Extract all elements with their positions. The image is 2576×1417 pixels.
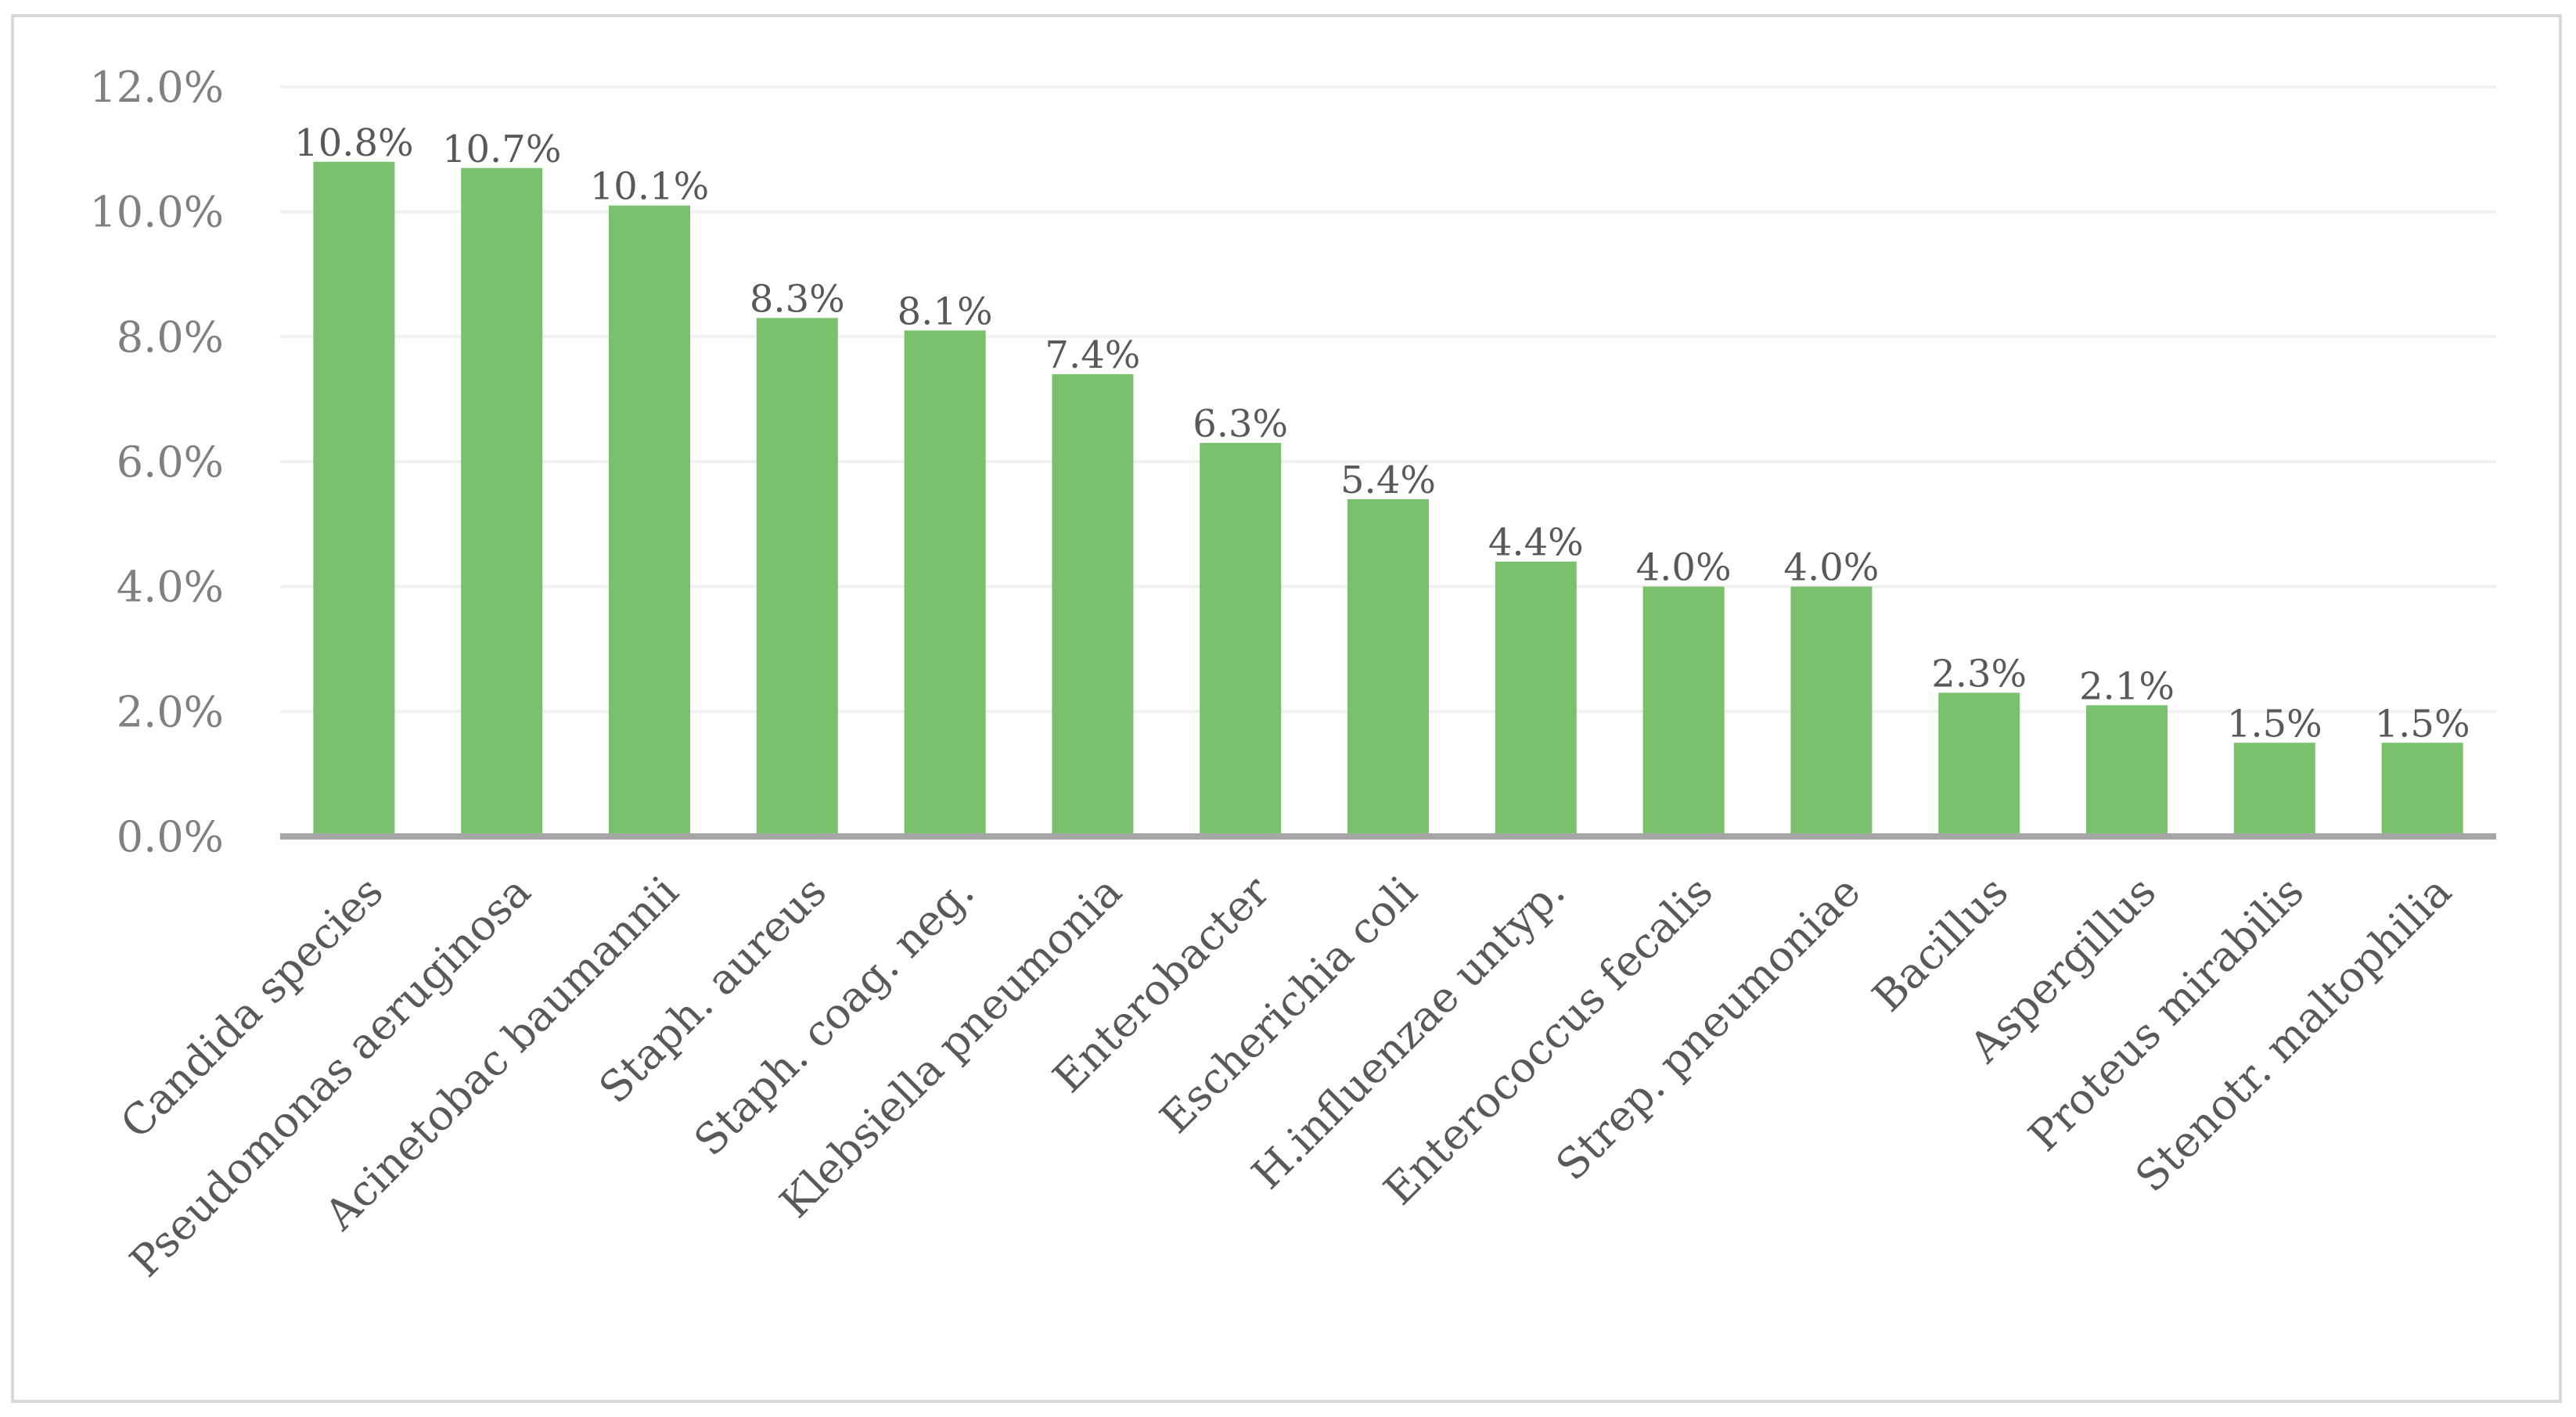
bar	[1938, 692, 2020, 836]
data-label: 10.1%	[590, 165, 709, 209]
bar	[1495, 561, 1577, 836]
bar	[756, 318, 838, 837]
bar	[1347, 498, 1429, 836]
data-label: 8.3%	[750, 277, 845, 321]
y-tick-label: 4.0%	[117, 563, 224, 612]
data-label: 4.0%	[1783, 546, 1879, 590]
data-label: 1.5%	[2227, 702, 2322, 746]
y-tick-label: 12.0%	[89, 63, 224, 112]
data-label: 5.4%	[1340, 459, 1436, 502]
data-label: 2.3%	[1931, 652, 2027, 696]
y-tick-label: 6.0%	[117, 437, 224, 487]
bar	[1790, 586, 1873, 836]
y-tick-label: 10.0%	[89, 188, 224, 237]
data-label: 1.5%	[2375, 702, 2470, 746]
category-label: Escherichia coli	[1150, 867, 1427, 1143]
bar	[2086, 705, 2168, 836]
bar	[2233, 743, 2315, 836]
y-axis-ticks: 0.0% 2.0% 4.0% 6.0% 8.0% 10.0% 12.0%	[89, 63, 224, 861]
bar	[904, 330, 986, 837]
data-label: 6.3%	[1193, 402, 1288, 446]
data-label: 10.7%	[442, 128, 561, 171]
bar	[461, 167, 543, 837]
data-label: 4.0%	[1636, 546, 1732, 590]
y-tick-label: 2.0%	[117, 687, 224, 736]
bar	[313, 161, 395, 837]
y-tick-label: 0.0%	[117, 812, 224, 861]
category-label: Candida species	[111, 867, 393, 1149]
data-label: 7.4%	[1045, 333, 1140, 377]
bar	[1052, 374, 1134, 836]
bars	[313, 161, 2463, 837]
bar	[609, 205, 690, 836]
data-label: 4.4%	[1488, 521, 1584, 565]
category-label: Bacillus	[1863, 867, 2018, 1022]
data-label: 10.8%	[294, 121, 413, 165]
bar	[2381, 743, 2463, 836]
category-label: Staph. coag. neg.	[685, 867, 984, 1166]
category-label: Proteus mirabilis	[2019, 867, 2313, 1161]
bar	[1642, 586, 1725, 836]
bar	[1200, 443, 1282, 836]
data-labels: 10.8% 10.7% 10.1% 8.3% 8.1% 7.4% 6.3% 5.4% 4.4% 4…	[294, 121, 2470, 746]
data-label: 8.1%	[898, 290, 993, 333]
data-label: 2.1%	[2079, 664, 2175, 708]
y-tick-label: 8.0%	[117, 312, 224, 361]
